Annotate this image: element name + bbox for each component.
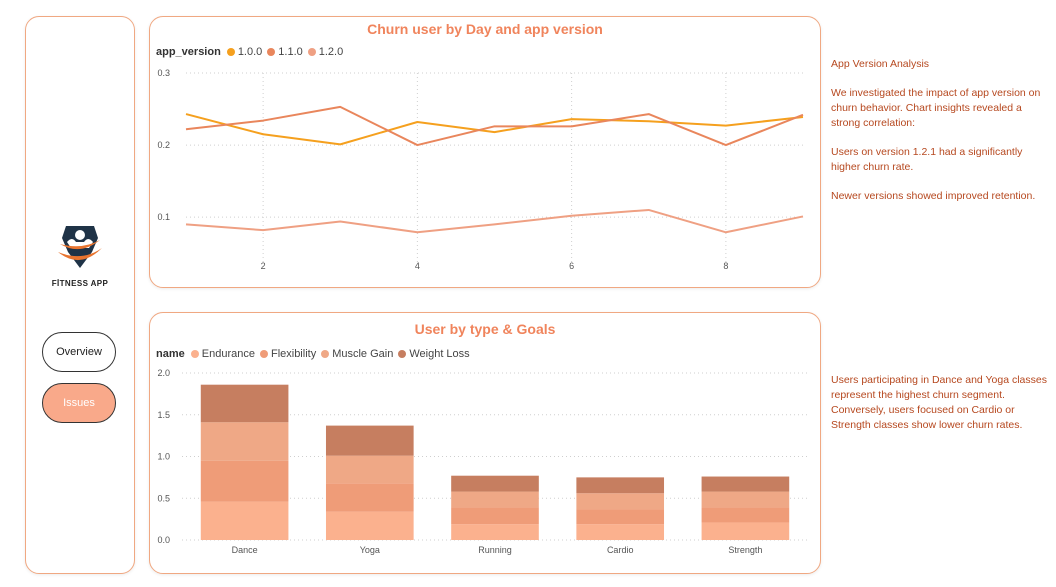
x-tick-label: 8 — [723, 261, 728, 271]
version-analysis-note: App Version Analysis We investigated the… — [831, 57, 1053, 218]
series-line-1-1-0 — [186, 107, 803, 145]
stacked-bar-chart: 0.0 0.5 1.0 1.5 2.0 Dance Yoga Running Cardio Str… — [150, 313, 820, 573]
series-line-1-2-0 — [186, 210, 803, 232]
bar-segment-cardio-weight-loss — [576, 477, 664, 493]
x-tick-label: 2 — [261, 261, 266, 271]
bar-segment-cardio-flexibility — [576, 509, 664, 524]
note-paragraph-3: Newer versions showed improved retention… — [831, 189, 1053, 204]
bar-segment-strength-endurance — [702, 522, 790, 540]
x-category-label: Yoga — [360, 545, 380, 555]
bar-segment-dance-flexibility — [201, 461, 289, 502]
sidebar — [25, 16, 135, 574]
bar-segment-yoga-flexibility — [326, 483, 414, 511]
bar-segment-cardio-endurance — [576, 524, 664, 540]
y-tick-label: 0.0 — [157, 535, 170, 545]
bar-segment-yoga-weight-loss — [326, 426, 414, 456]
bar-segment-dance-muscle-gain — [201, 422, 289, 460]
x-tick-label: 4 — [415, 261, 420, 271]
bar-segment-running-endurance — [451, 524, 539, 540]
y-tick-label: 1.0 — [157, 452, 170, 462]
bar-segment-running-flexibility — [451, 507, 539, 524]
y-tick-label: 0.2 — [157, 140, 170, 150]
y-tick-label: 0.5 — [157, 493, 170, 503]
x-category-label: Running — [478, 545, 512, 555]
logo-text: FİTNESS APP — [26, 279, 134, 288]
y-tick-label: 0.3 — [157, 68, 170, 78]
bar-segment-cardio-muscle-gain — [576, 493, 664, 509]
bar-segment-strength-muscle-gain — [702, 492, 790, 508]
x-category-label: Dance — [232, 545, 258, 555]
bar-segment-running-muscle-gain — [451, 492, 539, 508]
x-tick-label: 6 — [569, 261, 574, 271]
churn-by-version-card: Churn user by Day and app version app_ve… — [149, 16, 821, 288]
note-heading: App Version Analysis — [831, 57, 1053, 72]
line-chart: 0.1 0.2 0.3 2 4 6 8 — [150, 17, 820, 287]
fitness-logo-icon — [52, 218, 108, 274]
user-type-goals-card: User by type & Goals name Endurance Flex… — [149, 312, 821, 574]
note-paragraph-2: Users on version 1.2.1 had a significant… — [831, 145, 1053, 175]
issues-button[interactable]: Issues — [42, 383, 116, 423]
bar-segment-dance-weight-loss — [201, 385, 289, 423]
y-tick-label: 2.0 — [157, 368, 170, 378]
y-tick-label: 1.5 — [157, 410, 170, 420]
class-churn-note: Users participating in Dance and Yoga cl… — [831, 373, 1053, 447]
note-class-churn: Users participating in Dance and Yoga cl… — [831, 373, 1053, 433]
bar-segment-yoga-endurance — [326, 512, 414, 540]
bar-segment-running-weight-loss — [451, 476, 539, 492]
bar-segment-strength-flexibility — [702, 507, 790, 522]
note-paragraph-1: We investigated the impact of app versio… — [831, 86, 1053, 131]
y-tick-label: 0.1 — [157, 212, 170, 222]
x-category-label: Strength — [728, 545, 762, 555]
x-category-label: Cardio — [607, 545, 634, 555]
bar-segment-yoga-muscle-gain — [326, 456, 414, 484]
bar-segment-strength-weight-loss — [702, 477, 790, 492]
bar-segment-dance-endurance — [201, 502, 289, 540]
overview-button[interactable]: Overview — [42, 332, 116, 372]
